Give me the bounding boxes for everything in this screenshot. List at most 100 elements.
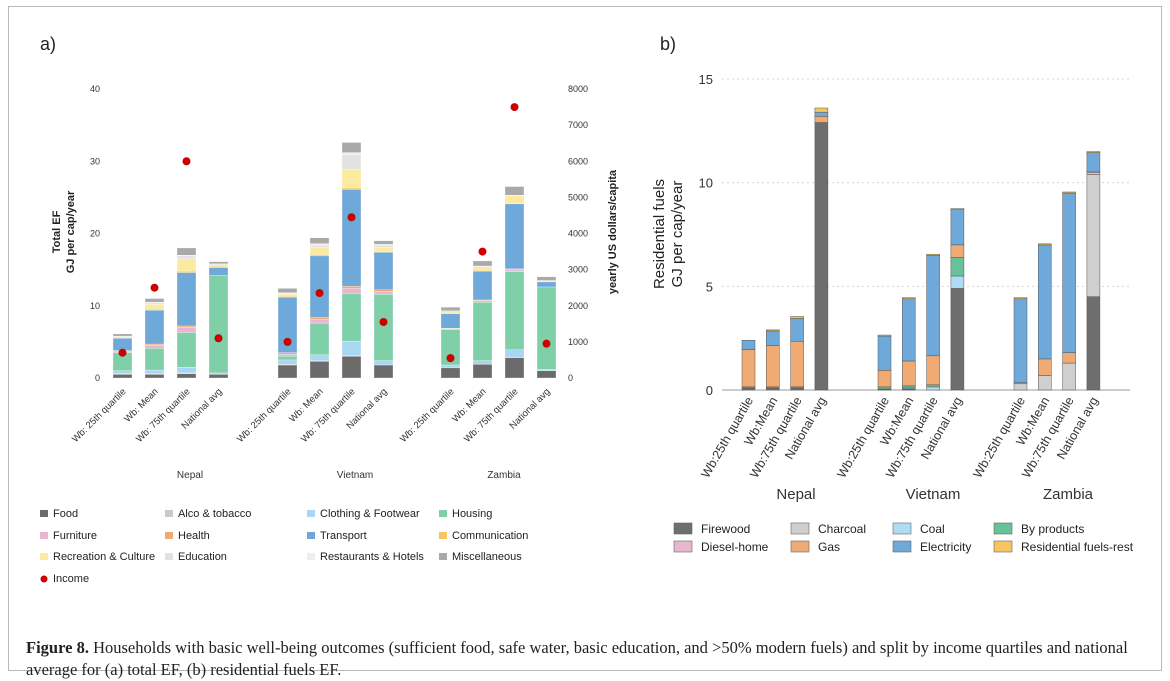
bar-segment-recreation-culture <box>440 310 461 314</box>
panel-a-y2tick: 4000 <box>568 229 588 239</box>
bar-segment-restaurants-hotels <box>309 243 330 246</box>
legend-swatch-restaurants-hotels <box>307 553 315 560</box>
bar-segment-residential-fuels-rest <box>877 334 892 337</box>
panel-a-ytick: 10 <box>90 301 100 311</box>
bar-segment-housing <box>536 286 557 370</box>
panel-b-label: b) <box>660 34 676 54</box>
legend-swatch-by-products <box>993 522 1013 535</box>
bar-segment-furniture <box>144 345 165 349</box>
bar-segment-miscellaneous <box>536 276 557 281</box>
panel-a-y2tick: 7000 <box>568 120 588 130</box>
panel-b-group-label: Vietnam <box>906 486 961 503</box>
panel-b-ylabel-line2: GJ per cap/year <box>669 181 686 288</box>
legend-swatch-charcoal <box>790 522 810 535</box>
panel-a-ytick: 40 <box>90 84 100 94</box>
legend-label-residential-fuels-rest: Residential fuels-rest <box>1021 540 1134 554</box>
bar-segment-education <box>373 244 394 248</box>
bar-segment-housing <box>341 293 362 342</box>
bar-segment-miscellaneous <box>472 260 493 267</box>
panel-b-ytick: 5 <box>706 279 713 294</box>
bar-segment-by-products <box>877 386 892 390</box>
panel-a-chart: 0 10 20 30 40 0 1000 2000 3000 4000 5000 6000 7000 80… <box>70 84 588 481</box>
panel-a-ytick: 20 <box>90 229 100 239</box>
bar-segment-food <box>504 357 525 379</box>
bar-segment-recreation-culture <box>504 195 525 204</box>
bar-segment-housing <box>309 322 330 356</box>
bar-segment-gas <box>1038 358 1052 376</box>
panel-a-group-label: Zambia <box>487 470 521 481</box>
bar-segment-clothing-footwear <box>208 372 229 375</box>
income-point <box>182 157 191 166</box>
bar-segment-food <box>176 373 197 379</box>
panel-a-y2tick: 2000 <box>568 301 588 311</box>
bar-segment-recreation-culture <box>472 266 493 271</box>
bar-segment-gas <box>814 116 829 123</box>
income-point <box>214 334 223 343</box>
panel-a-ylabel-line1: Total EF <box>51 210 63 253</box>
bar-segment-health <box>176 325 197 328</box>
income-point <box>510 103 519 112</box>
bar-segment-electricity <box>1038 244 1052 360</box>
bar-segment-residential-fuels-rest <box>814 107 829 113</box>
bar-segment-transport <box>341 189 362 287</box>
bar-segment-furniture <box>504 269 525 272</box>
bar-segment-clothing-footwear <box>309 354 330 361</box>
legend-swatch-health <box>165 532 173 539</box>
bar-segment-residential-fuels-rest <box>1062 191 1076 194</box>
bar-segment-housing <box>144 348 165 371</box>
caption-text: Households with basic well-being outcome… <box>26 638 1128 679</box>
panel-a-ytick: 0 <box>95 373 100 383</box>
bar-segment-miscellaneous <box>341 142 362 153</box>
panel-b-ylabel-line1: Residential fuels <box>651 179 668 289</box>
bar-segment-residential-fuels-rest <box>926 253 940 256</box>
bar-segment-clothing-footwear <box>373 360 394 366</box>
legend-swatch-communication <box>439 532 447 539</box>
bar-segment-food <box>309 361 330 379</box>
legend-swatch-education <box>165 553 173 560</box>
panel-a-ytick: 30 <box>90 156 100 166</box>
income-point <box>118 348 127 357</box>
legend-label-food: Food <box>53 508 78 520</box>
legend-swatch-coal <box>892 522 912 535</box>
bar-segment-recreation-culture <box>373 247 394 252</box>
legend-swatch-alco-tobacco <box>165 510 173 517</box>
bar-segment-gas <box>877 370 892 388</box>
bar-segment-gas <box>1062 352 1076 364</box>
bar-segment-gas <box>902 360 916 387</box>
bar-segment-miscellaneous <box>144 298 165 303</box>
bar-segment-miscellaneous <box>440 307 461 311</box>
bar-segment-housing <box>176 332 197 368</box>
income-point <box>478 247 487 256</box>
legend-label-furniture: Furniture <box>53 530 97 542</box>
bar-segment-coal <box>926 386 940 391</box>
bar-segment-electricity <box>741 339 756 350</box>
bar-segment-miscellaneous <box>504 186 525 196</box>
bar-segment-furniture <box>309 319 330 324</box>
income-point <box>347 213 356 222</box>
bar-segment-residential-fuels-rest <box>1013 297 1028 300</box>
bar-segment-electricity <box>1062 192 1076 353</box>
bar-segment-health <box>373 289 394 292</box>
panel-a-category-label: Wb: 25th quartile <box>70 386 129 445</box>
bar-segment-housing <box>277 356 298 361</box>
bar-segment-communication <box>309 254 330 257</box>
legend-label-alco-tobacco: Alco & tobacco <box>178 508 251 520</box>
bar-segment-by-products <box>902 385 916 389</box>
bar-segment-recreation-culture <box>144 304 165 310</box>
bar-segment-gas <box>741 349 756 388</box>
bar-segment-furniture <box>472 300 493 303</box>
bar-segment-housing <box>373 294 394 361</box>
bar-segment-restaurants-hotels <box>341 152 362 155</box>
bar-segment-housing <box>504 271 525 350</box>
panel-a-y2tick: 5000 <box>568 192 588 202</box>
bar-segment-miscellaneous <box>112 333 133 337</box>
bar-segment-electricity <box>1086 152 1101 172</box>
legend-label-diesel-home: Diesel-home <box>701 540 769 554</box>
bar-segment-food <box>112 374 133 379</box>
legend-label-electricity: Electricity <box>920 540 971 554</box>
bar-segment-clothing-footwear <box>341 341 362 356</box>
bar-segment-miscellaneous <box>208 261 229 264</box>
income-point <box>379 318 388 327</box>
bar-segment-firewood <box>766 387 780 391</box>
